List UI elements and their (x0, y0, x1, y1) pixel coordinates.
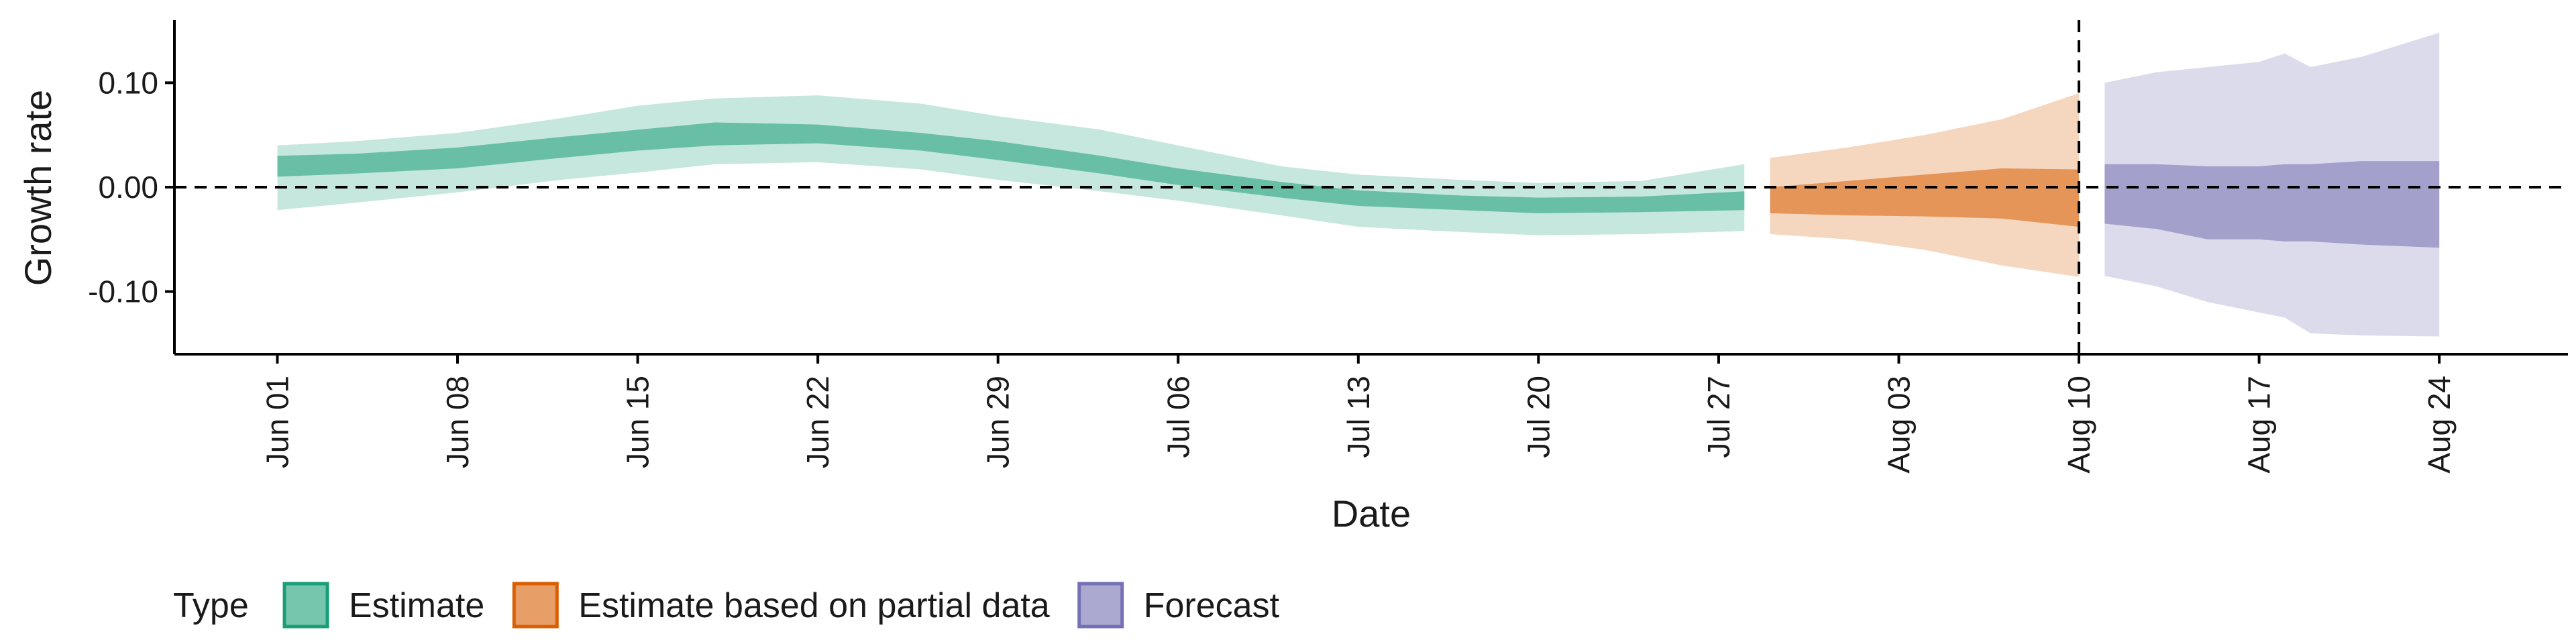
forecast-inner-band (2104, 161, 2440, 248)
x-tick-label: Jun 08 (440, 376, 475, 468)
legend-swatch-estimate (282, 582, 329, 629)
x-tick-label: Aug 03 (1882, 376, 1917, 474)
y-tick-label: 0.00 (98, 170, 158, 205)
x-tick-label: Jul 13 (1341, 376, 1376, 458)
legend-item-forecast: Forecast (1077, 582, 1280, 629)
legend-swatch-estimate-based-on-partial-data (512, 582, 559, 629)
legend-title: Type (173, 586, 249, 625)
x-ticks: Jun 01 Jun 08 Jun 15 Jun 22 Jun 29 Jul 06 Jul … (260, 354, 2457, 474)
legend-item-estimate: Estimate (282, 582, 484, 629)
x-tick-label: Aug 17 (2242, 376, 2277, 474)
estimate-based-on-partial-data-inner-band (1770, 168, 2080, 227)
legend-label-estimate: Estimate (349, 586, 484, 625)
y-axis-title: Growth rate (17, 90, 59, 286)
x-tick-label: Jun 29 (981, 376, 1016, 468)
x-tick-label: Jul 20 (1521, 376, 1556, 458)
x-tick-label: Aug 24 (2422, 376, 2457, 474)
y-tick-label: 0.10 (98, 65, 158, 100)
legend: Type Estimate Estimate based on partial d… (173, 582, 1280, 629)
legend-swatch-forecast (1077, 582, 1124, 629)
estimate-outer-band (277, 95, 1745, 235)
x-tick-label: Jul 27 (1701, 376, 1736, 458)
x-tick-label: Aug 10 (2061, 376, 2096, 474)
reference-lines (174, 20, 2568, 354)
estimate-inner-band (277, 122, 1745, 213)
bands-layer (277, 32, 2440, 337)
x-axis-title: Date (1332, 492, 1411, 535)
x-tick-label: Jun 22 (800, 376, 835, 468)
x-tick-label: Jul 06 (1161, 376, 1195, 458)
legend-item-estimate-based-on-partial-data: Estimate based on partial data (512, 582, 1050, 629)
legend-label-forecast: Forecast (1144, 586, 1280, 625)
x-tick-label: Jun 15 (621, 376, 655, 468)
y-tick-label: -0.10 (88, 274, 158, 309)
y-ticks: 0.10 0.00 -0.10 (88, 65, 174, 309)
x-tick-label: Jun 01 (260, 376, 295, 468)
legend-label-estimate-based-on-partial-data: Estimate based on partial data (578, 586, 1050, 625)
